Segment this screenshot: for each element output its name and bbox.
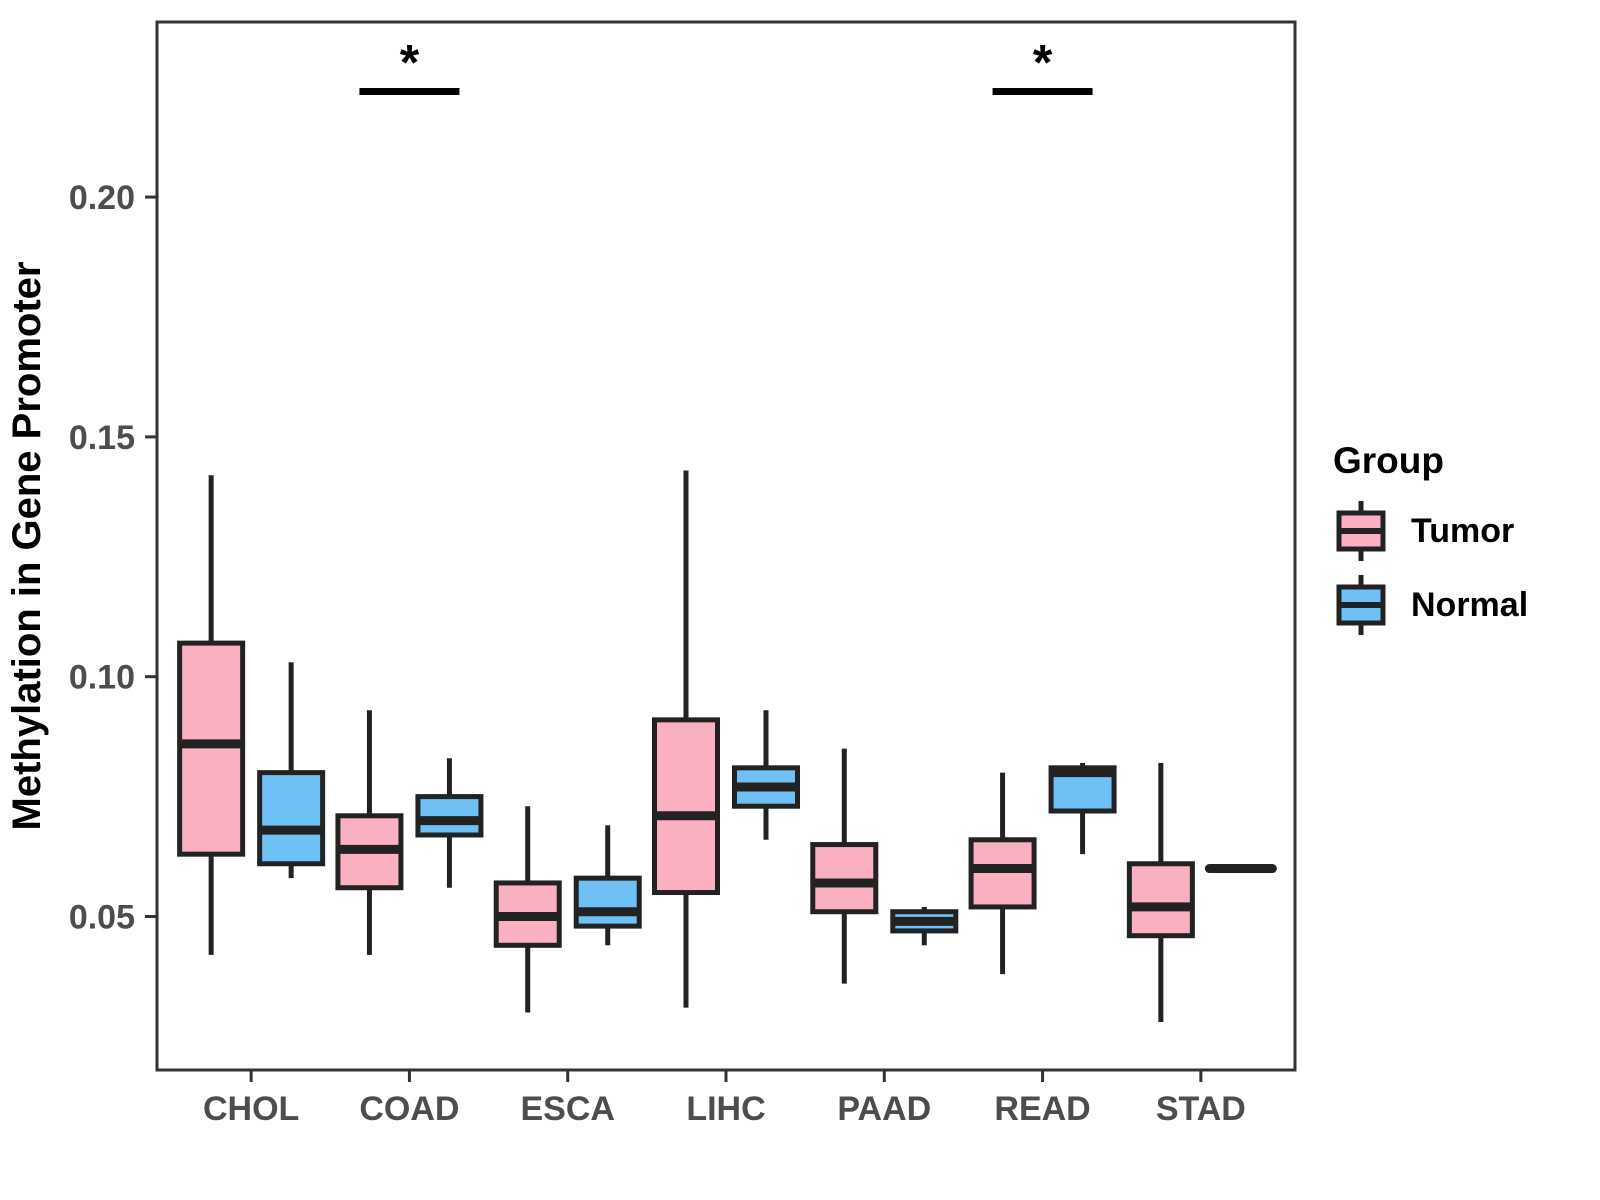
- x-tick-label-lihc: LIHC: [686, 1090, 765, 1128]
- legend: Group Tumor Normal: [1333, 440, 1528, 648]
- significance-star: *: [400, 35, 420, 91]
- y-tick-label: 0.20: [69, 179, 135, 217]
- box-lihc-tumor: [652, 470, 720, 1008]
- iqr-box: [257, 770, 326, 867]
- x-tick-label-stad: STAD: [1156, 1090, 1246, 1128]
- box-read-normal: [1048, 763, 1117, 855]
- plot-panel: [155, 20, 1297, 1072]
- iqr-box: [652, 717, 720, 896]
- iqr-box: [1126, 861, 1195, 939]
- box-stad-tumor: [1126, 763, 1195, 1023]
- normal-boxplot-icon: [1336, 575, 1386, 635]
- x-tick-label-read: READ: [994, 1090, 1090, 1128]
- x-tick-label-coad: COAD: [359, 1090, 459, 1128]
- y-axis: 0.05 0.10 0.15 0.20: [69, 179, 157, 936]
- legend-item-normal: Normal: [1333, 574, 1528, 636]
- x-tick-label-chol: CHOL: [203, 1090, 299, 1128]
- y-tick-label: 0.10: [69, 659, 135, 697]
- iqr-box: [810, 842, 879, 915]
- box-paad-normal: [890, 906, 959, 946]
- significance-read: *: [992, 35, 1093, 96]
- x-tick-label-esca: ESCA: [520, 1090, 614, 1128]
- box-esca-tumor: [493, 806, 562, 1013]
- plot-area: 0.05 0.10 0.15 0.20 CHOL COAD ESCA LIHC PAAD READ…: [69, 20, 1297, 1128]
- x-tick-label-paad: PAAD: [837, 1090, 931, 1128]
- iqr-box: [177, 640, 246, 857]
- tumor-boxplot-icon: [1336, 501, 1386, 561]
- legend-label-normal: Normal: [1411, 585, 1529, 624]
- legend-title: Group: [1333, 440, 1444, 481]
- iqr-box: [415, 794, 484, 838]
- legend-item-tumor: Tumor: [1333, 500, 1528, 562]
- x-axis: CHOL COAD ESCA LIHC PAAD READ STAD: [203, 1070, 1246, 1128]
- box-read-tumor: [968, 772, 1037, 975]
- box-chol-normal: [257, 662, 326, 879]
- y-tick-label: 0.05: [69, 898, 135, 936]
- box-coad-tumor: [335, 710, 404, 955]
- y-tick-label: 0.15: [69, 419, 135, 457]
- legend-label-tumor: Tumor: [1411, 511, 1515, 550]
- significance-star: *: [1033, 35, 1053, 91]
- box-coad-normal: [415, 758, 484, 888]
- box-lihc-normal: [732, 710, 800, 840]
- iqr-box: [573, 875, 642, 929]
- box-paad-tumor: [810, 748, 879, 984]
- iqr-box: [968, 837, 1037, 910]
- box-esca-normal: [573, 825, 642, 946]
- significance-coad: *: [359, 35, 460, 96]
- box-chol-tumor: [177, 475, 246, 955]
- y-axis-title: Methylation in Gene Promoter: [5, 262, 49, 831]
